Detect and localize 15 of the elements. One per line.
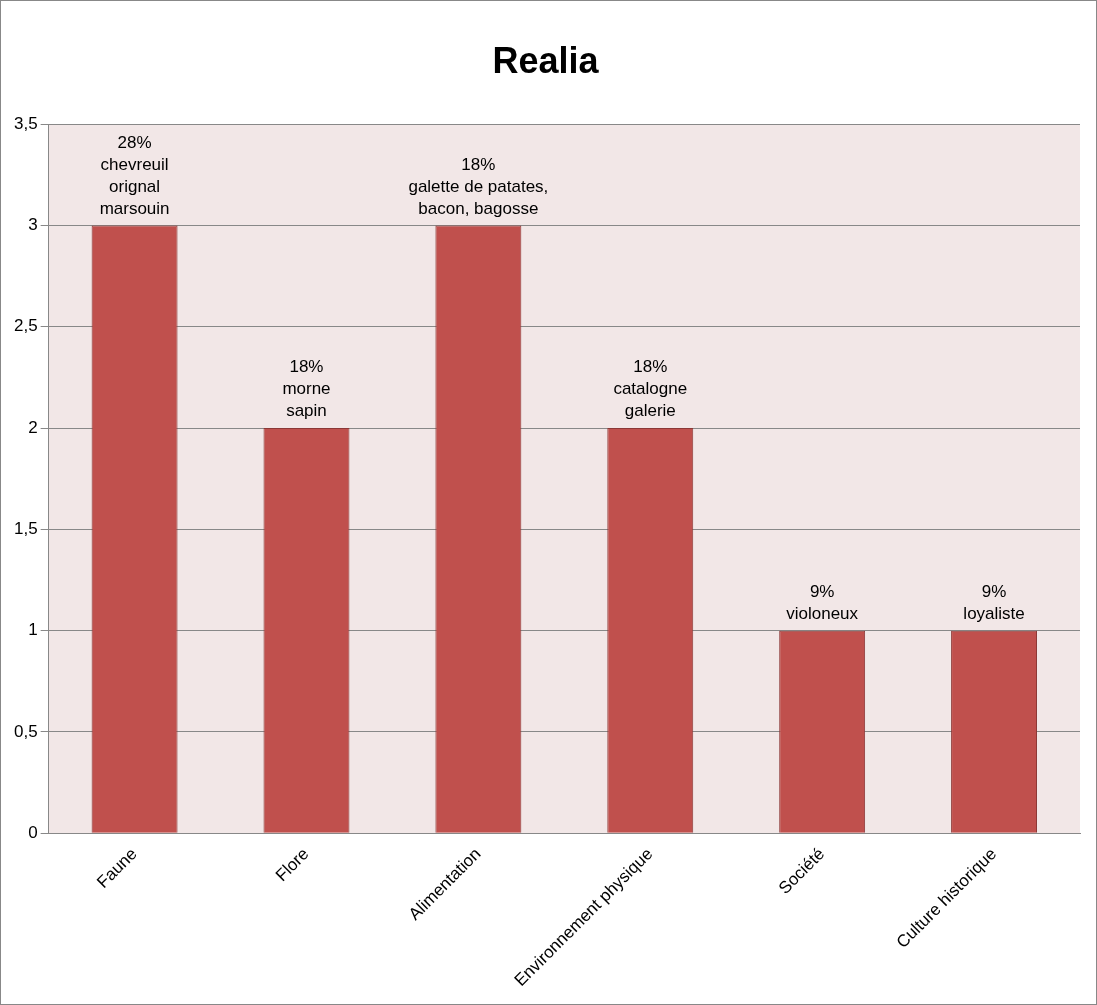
y-tick-label: 1 bbox=[28, 620, 38, 640]
y-tick-label: 0 bbox=[28, 822, 38, 842]
y-tick-label: 3 bbox=[28, 215, 38, 235]
annotation: 18% morne sapin bbox=[282, 357, 331, 421]
annotation: 18% catalogne galerie bbox=[613, 357, 688, 421]
chart-title: Realia bbox=[492, 39, 600, 81]
annotation: 18% galette de patates, bacon, bagosse bbox=[408, 154, 549, 218]
annotation: 28% chevreuil orignal marsouin bbox=[99, 132, 170, 218]
y-tick-label: 3,5 bbox=[13, 113, 38, 133]
y-tick-label: 0,5 bbox=[13, 721, 38, 741]
annotation: 9% loyaliste bbox=[963, 581, 1025, 623]
y-tick-label: 2 bbox=[28, 417, 38, 437]
y-tick-label: 2,5 bbox=[13, 316, 38, 336]
y-tick-label: 1,5 bbox=[13, 519, 38, 539]
annotation: 9% violoneux bbox=[786, 581, 859, 623]
